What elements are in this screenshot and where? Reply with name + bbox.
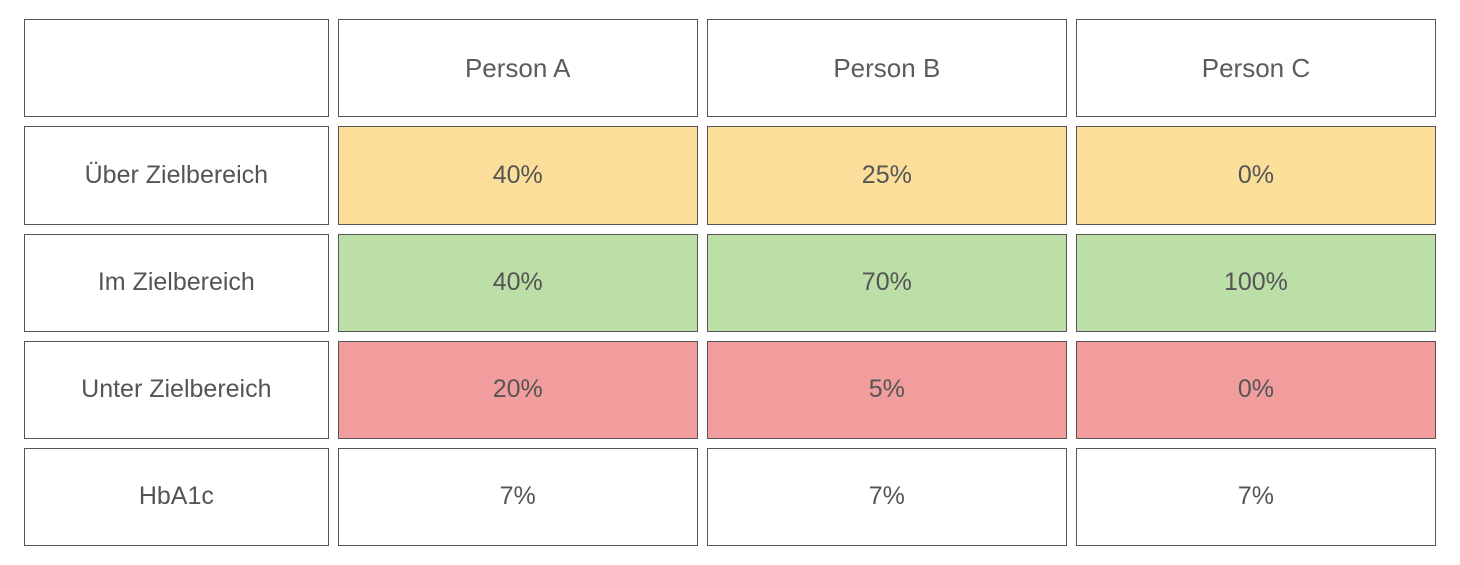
data-cell: 40%	[338, 126, 698, 224]
data-cell: 100%	[1076, 234, 1436, 332]
table-row: Im Zielbereich40%70%100%	[24, 234, 1436, 332]
table-container: Person APerson BPerson CÜber Zielbereich…	[0, 0, 1460, 565]
row-label: Im Zielbereich	[24, 234, 329, 332]
data-cell: 7%	[707, 448, 1067, 546]
data-cell: 70%	[707, 234, 1067, 332]
row-label: Über Zielbereich	[24, 126, 329, 224]
data-cell: 5%	[707, 341, 1067, 439]
zielbereich-table: Person APerson BPerson CÜber Zielbereich…	[15, 10, 1445, 555]
data-cell: 0%	[1076, 341, 1436, 439]
data-cell: 40%	[338, 234, 698, 332]
data-cell: 20%	[338, 341, 698, 439]
table-row: Unter Zielbereich20%5%0%	[24, 341, 1436, 439]
column-header: Person C	[1076, 19, 1436, 117]
data-cell: 0%	[1076, 126, 1436, 224]
column-header: Person A	[338, 19, 698, 117]
table-row: Über Zielbereich40%25%0%	[24, 126, 1436, 224]
column-header: Person B	[707, 19, 1067, 117]
data-cell: 7%	[1076, 448, 1436, 546]
data-cell: 7%	[338, 448, 698, 546]
row-label: Unter Zielbereich	[24, 341, 329, 439]
row-label: HbA1c	[24, 448, 329, 546]
data-cell: 25%	[707, 126, 1067, 224]
table-header-row: Person APerson BPerson C	[24, 19, 1436, 117]
header-row-label	[24, 19, 329, 117]
table-row: HbA1c7%7%7%	[24, 448, 1436, 546]
